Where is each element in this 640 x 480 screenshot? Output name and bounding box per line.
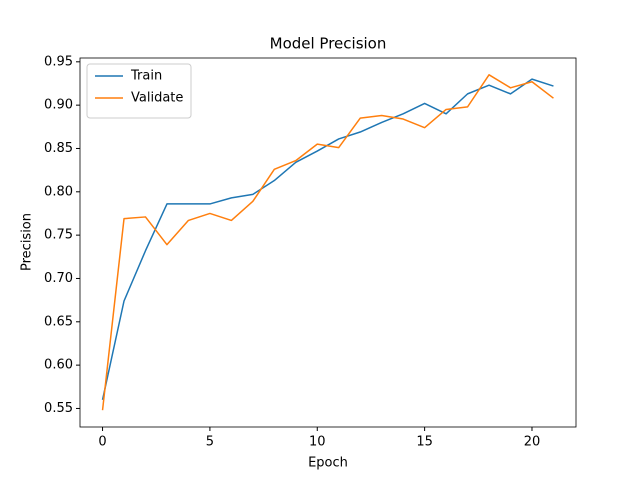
x-tick-label: 5 <box>206 435 214 450</box>
x-tick-label: 20 <box>524 435 541 450</box>
x-tick-label: 15 <box>416 435 433 450</box>
y-tick-label: 0.75 <box>44 228 73 243</box>
y-tick-label: 0.60 <box>44 358 73 373</box>
x-tick-label: 10 <box>309 435 326 450</box>
legend-box <box>86 63 192 119</box>
y-tick-label: 0.85 <box>44 141 73 156</box>
y-tick-label: 0.90 <box>44 98 73 113</box>
legend-label: Train <box>130 69 162 84</box>
chart-title: Model Precision <box>270 35 387 53</box>
x-axis-label: Epoch <box>308 456 348 471</box>
plot-frame <box>79 57 577 428</box>
x-tick-label: 0 <box>98 435 106 450</box>
y-tick-label: 0.95 <box>44 54 73 69</box>
y-tick-label: 0.70 <box>44 271 73 286</box>
y-axis-label: Precision <box>20 213 35 271</box>
y-tick-label: 0.65 <box>44 314 73 329</box>
y-tick-label: 0.55 <box>44 401 73 416</box>
series-line <box>101 74 554 411</box>
y-tick-label: 0.80 <box>44 184 73 199</box>
legend-label: Validate <box>131 91 183 106</box>
